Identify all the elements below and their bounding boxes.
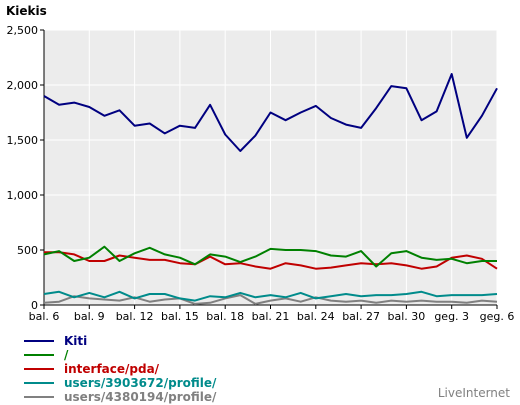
x-tick-label: bal. 30 <box>388 310 426 323</box>
legend-swatch <box>24 382 54 384</box>
series-line-interface-pda- <box>44 251 498 270</box>
y-tick-label: 2,000 <box>7 79 39 92</box>
x-tick-label: bal. 21 <box>252 310 290 323</box>
line-chart: bal. 6 bal. 9 bal. 12 bal. 15 bal. 18 bal. 21… <box>7 24 515 323</box>
legend-swatch <box>24 368 54 370</box>
x-tick-label: bal. 6 <box>29 310 60 323</box>
series-line-users-4380194-profile- <box>43 294 498 305</box>
y-tick-label: 1,000 <box>7 189 39 202</box>
legend-label: Kiti <box>64 334 88 348</box>
y-tick-label: 1,500 <box>7 134 39 147</box>
series-line-users-3903672-profile- <box>43 290 498 302</box>
x-tick-label: bal. 12 <box>116 310 154 323</box>
series-line-kiti <box>43 73 498 152</box>
legend-label: users/3903672/profile/ <box>64 376 217 390</box>
x-tick-label: bal. 27 <box>342 310 380 323</box>
x-tick-label: bal. 18 <box>206 310 244 323</box>
x-tick-label: bal. 15 <box>161 310 199 323</box>
x-tick-label: geg. 6 <box>480 310 515 323</box>
legend-label: users/4380194/profile/ <box>64 390 217 404</box>
legend-swatch <box>24 340 54 342</box>
y-tick-label: 500 <box>17 244 38 257</box>
legend-swatch <box>24 354 54 356</box>
y-axis-label: Kiekis <box>6 4 47 18</box>
liveinternet-watermark: LiveInternet <box>437 386 510 400</box>
y-tick-label: 0 <box>31 299 38 312</box>
series-line-- <box>43 245 497 268</box>
x-tick-label: bal. 9 <box>74 310 105 323</box>
legend-swatch <box>24 396 54 398</box>
x-tick-label: bal. 24 <box>297 310 335 323</box>
legend-label: / <box>64 348 69 362</box>
legend-label: interface/pda/ <box>64 362 160 376</box>
x-tick-label: geg. 3 <box>434 310 469 323</box>
y-tick-label: 2,500 <box>7 24 39 37</box>
